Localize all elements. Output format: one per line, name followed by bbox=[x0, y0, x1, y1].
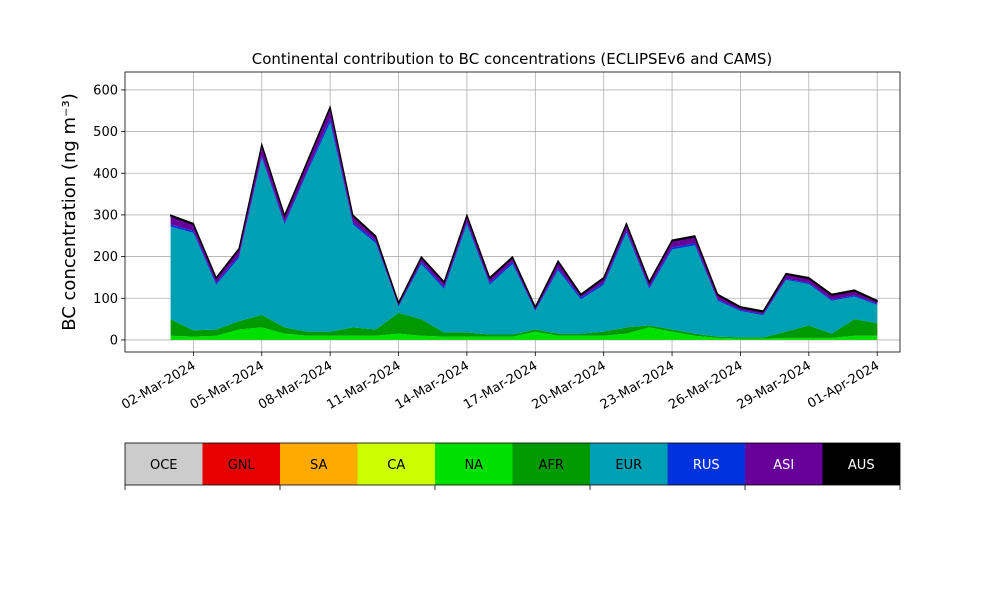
legend-swatch bbox=[202, 443, 280, 485]
plot-area: 0 100 200 300 400 500 600 02-Mar-202405-Mar-202… bbox=[93, 71, 901, 413]
area-aus bbox=[170, 104, 878, 313]
legend: OCE GNL SA CA NA AFR EUR RUS ASI AUS bbox=[124, 442, 901, 490]
legend-swatch bbox=[512, 443, 590, 485]
legend-swatch bbox=[357, 443, 435, 485]
legend-label: OCE bbox=[150, 458, 178, 473]
axes-frame bbox=[124, 71, 901, 353]
x-tick-label: 17-Mar-2024 bbox=[461, 358, 540, 412]
x-tick-label: 20-Mar-2024 bbox=[530, 358, 609, 412]
x-tick-label: 26-Mar-2024 bbox=[666, 358, 745, 412]
legend-swatch bbox=[745, 443, 823, 485]
y-tick-label: 200 bbox=[93, 250, 118, 265]
legend-swatch bbox=[125, 443, 203, 485]
x-tick-label: 05-Mar-2024 bbox=[188, 358, 267, 412]
legend-label: AFR bbox=[539, 458, 564, 473]
legend-swatch bbox=[435, 443, 513, 485]
x-tick-label: 11-Mar-2024 bbox=[324, 358, 403, 412]
area-afr bbox=[170, 312, 878, 339]
legend-frame bbox=[124, 442, 901, 486]
y-tick-label: 600 bbox=[93, 83, 118, 98]
legend-label: RUS bbox=[693, 458, 720, 473]
legend-label: AUS bbox=[848, 458, 875, 473]
x-tick-label: 14-Mar-2024 bbox=[393, 358, 472, 412]
y-tick-label: 300 bbox=[93, 208, 118, 223]
y-tick-label: 0 bbox=[110, 333, 118, 348]
legend-label: CA bbox=[387, 458, 405, 473]
legend-label: SA bbox=[310, 458, 327, 473]
x-tick-label: 01-Apr-2024 bbox=[805, 358, 882, 411]
legend-swatch bbox=[590, 443, 668, 485]
legend-swatch bbox=[280, 443, 358, 485]
x-tick-label: 23-Mar-2024 bbox=[598, 358, 677, 412]
area-na bbox=[170, 327, 878, 340]
y-axis-label: BC concentration (ng m⁻³) bbox=[59, 93, 80, 331]
legend-label: ASI bbox=[773, 458, 794, 473]
legend-label: NA bbox=[464, 458, 483, 473]
legend-label: GNL bbox=[228, 458, 256, 473]
y-tick-label: 500 bbox=[93, 125, 118, 140]
y-tick-label: 100 bbox=[93, 292, 118, 307]
chart-title: Continental contribution to BC concentra… bbox=[252, 50, 773, 68]
legend-label: EUR bbox=[615, 458, 642, 473]
x-tick-label: 29-Mar-2024 bbox=[735, 358, 814, 412]
legend-swatch bbox=[822, 443, 900, 485]
x-tick-label: 08-Mar-2024 bbox=[256, 358, 335, 412]
area-eur bbox=[170, 122, 878, 338]
y-tick-label: 400 bbox=[93, 167, 118, 182]
x-tick-label: 02-Mar-2024 bbox=[119, 358, 198, 412]
legend-swatch bbox=[667, 443, 745, 485]
